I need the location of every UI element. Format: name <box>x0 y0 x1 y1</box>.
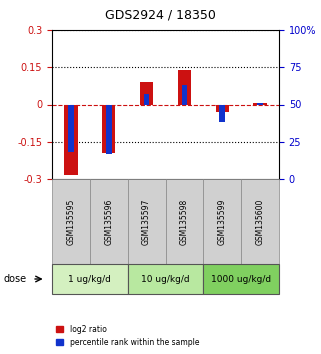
FancyBboxPatch shape <box>52 179 90 264</box>
Text: GDS2924 / 18350: GDS2924 / 18350 <box>105 9 216 22</box>
Text: 1000 ug/kg/d: 1000 ug/kg/d <box>211 274 271 284</box>
Text: GSM135595: GSM135595 <box>66 198 75 245</box>
Legend: log2 ratio, percentile rank within the sample: log2 ratio, percentile rank within the s… <box>56 325 199 347</box>
FancyBboxPatch shape <box>52 264 128 294</box>
Bar <box>216 104 229 112</box>
Text: 10 ug/kg/d: 10 ug/kg/d <box>141 274 190 284</box>
Bar <box>144 94 149 104</box>
Bar <box>220 104 225 122</box>
FancyBboxPatch shape <box>203 179 241 264</box>
Text: GSM135596: GSM135596 <box>104 198 113 245</box>
Text: GSM135600: GSM135600 <box>256 198 265 245</box>
Bar <box>64 104 78 175</box>
FancyBboxPatch shape <box>203 264 279 294</box>
Text: GSM135598: GSM135598 <box>180 198 189 245</box>
Bar <box>178 70 191 104</box>
Bar <box>68 104 74 152</box>
FancyBboxPatch shape <box>128 264 203 294</box>
Bar <box>106 104 112 154</box>
FancyBboxPatch shape <box>90 179 128 264</box>
Bar <box>140 82 153 104</box>
Bar <box>182 85 187 104</box>
Bar <box>102 104 115 153</box>
Bar <box>257 103 263 104</box>
FancyBboxPatch shape <box>241 179 279 264</box>
Text: GSM135599: GSM135599 <box>218 198 227 245</box>
Text: 1 ug/kg/d: 1 ug/kg/d <box>68 274 111 284</box>
FancyBboxPatch shape <box>166 179 203 264</box>
Bar <box>254 103 267 104</box>
FancyBboxPatch shape <box>128 179 166 264</box>
Text: GSM135597: GSM135597 <box>142 198 151 245</box>
Text: dose: dose <box>3 274 26 284</box>
